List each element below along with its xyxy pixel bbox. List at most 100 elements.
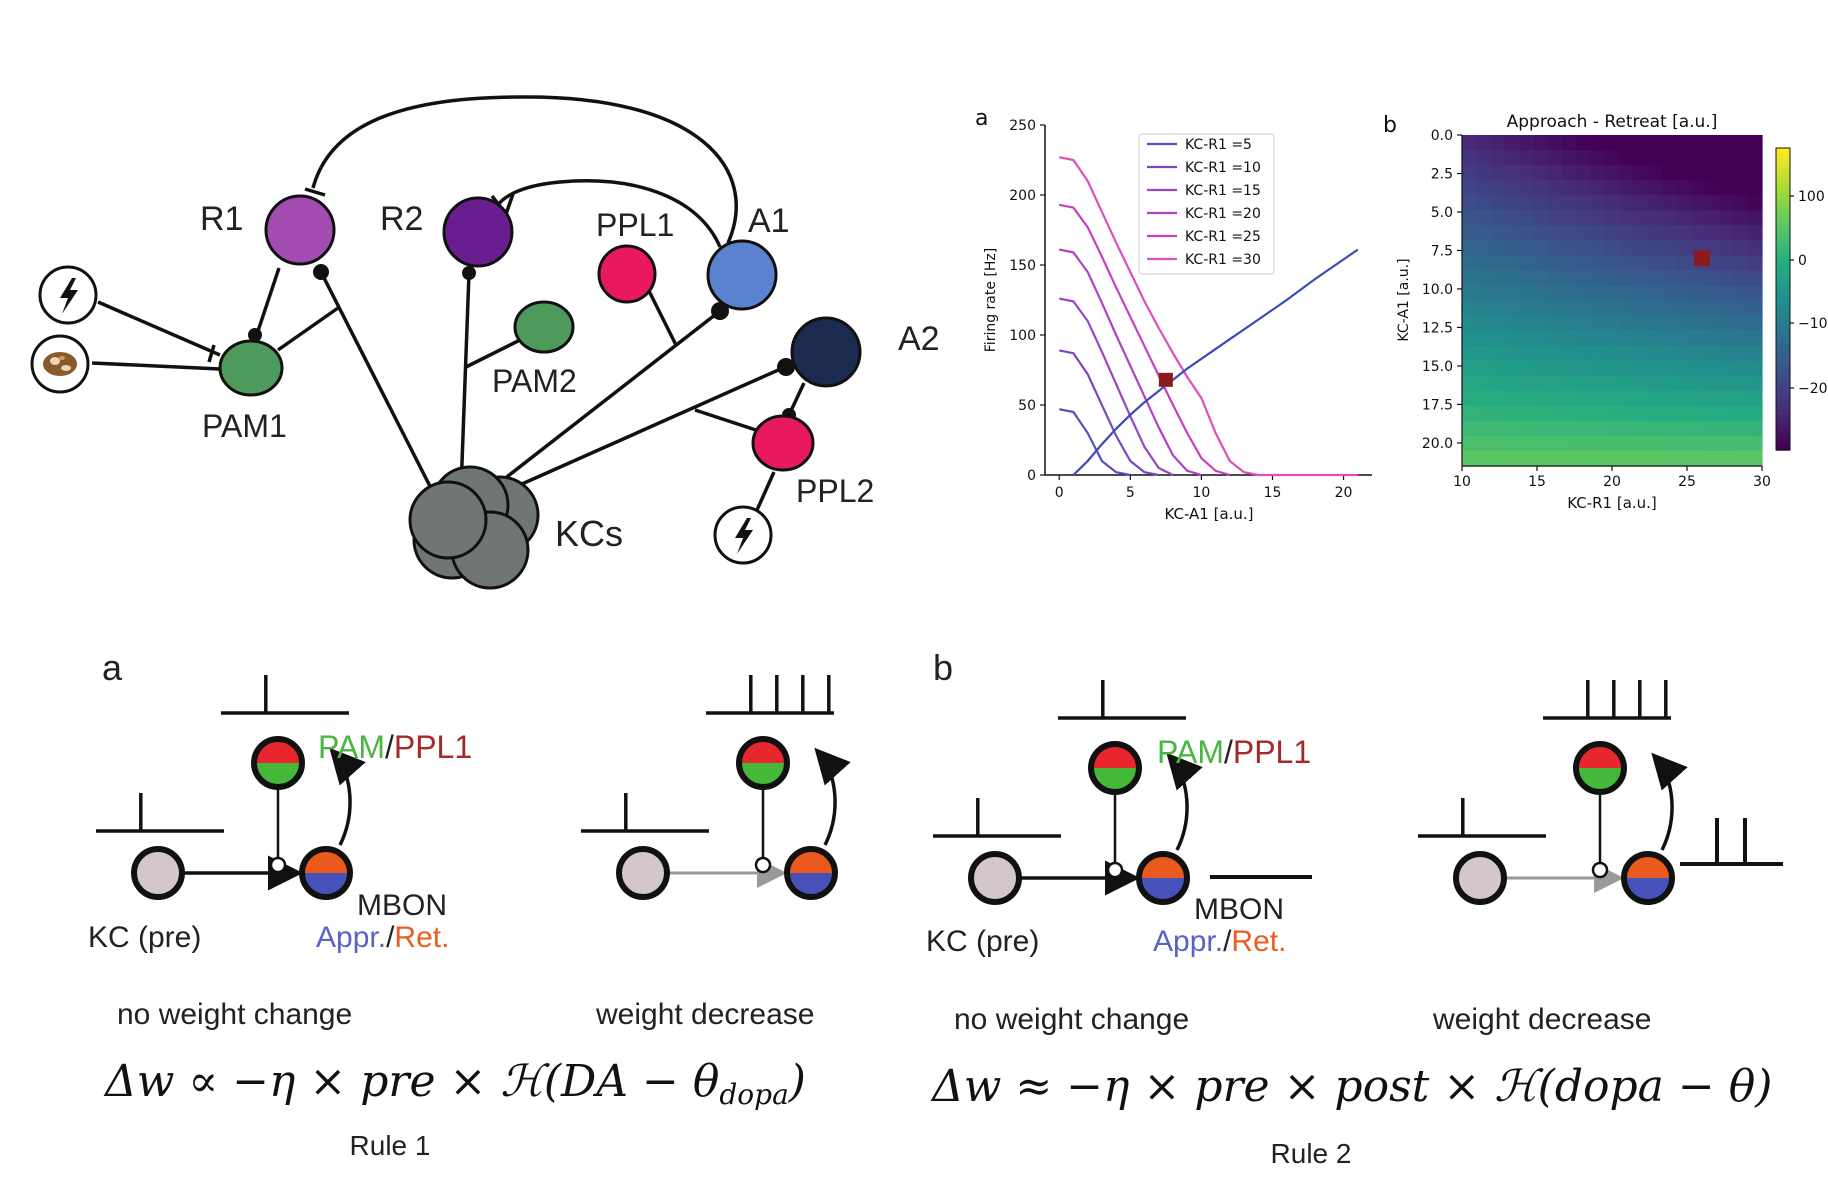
heatmap-cell: [1604, 420, 1620, 437]
line-chart-xlabel: KC-A1 [a.u.]: [1164, 505, 1253, 523]
heatmap-cell: [1619, 375, 1635, 392]
pam-text: PAM: [318, 729, 385, 765]
heatmap-cell: [1519, 270, 1535, 287]
feedback-arrow: [814, 747, 851, 846]
heatmap-cell: [1504, 405, 1520, 422]
heatmap-cell: [1476, 135, 1492, 151]
heatmap-cell: [1562, 180, 1577, 196]
heatmap-cell: [1576, 315, 1592, 332]
heatmap-cell: [1519, 285, 1535, 302]
heatmap-cell: [1633, 135, 1649, 151]
heatmap-cell: [1747, 405, 1763, 422]
heatmap-cell: [1519, 390, 1535, 407]
heatmap-cell: [1547, 255, 1563, 272]
heatmap-cell: [1704, 375, 1720, 392]
modulatory-terminal: [269, 856, 287, 874]
heatmap-cell: [1719, 240, 1735, 256]
heatmap-cell: [1547, 360, 1563, 377]
heatmap-cell: [1676, 360, 1692, 377]
heatmap-cell: [1690, 165, 1706, 181]
node-r1: [264, 194, 336, 266]
heatmap-cell: [1719, 300, 1735, 317]
line-chart-marker: [1158, 372, 1173, 387]
heatmap-cell: [1662, 135, 1677, 151]
heatmap-cell: [1490, 210, 1506, 226]
line-chart-series-2: [1058, 349, 1159, 477]
heatmap-cell: [1619, 420, 1635, 437]
heatmap-cell: [1519, 315, 1535, 332]
heatmap-cell: [1519, 150, 1535, 166]
heatmap-cell: [1533, 285, 1549, 302]
heatmap-cell: [1590, 135, 1606, 151]
heatmap-cell: [1633, 450, 1649, 467]
heatmap-cell: [1462, 360, 1477, 377]
heatmap-cell: [1562, 405, 1577, 422]
heatmap-cell: [1647, 360, 1663, 377]
heatmap-cell: [1604, 450, 1620, 467]
heatmap-cell: [1604, 330, 1620, 347]
heatmap-cell: [1490, 315, 1506, 332]
heatmap-cell: [1676, 270, 1692, 287]
heatmap-cell: [1676, 285, 1692, 302]
heatmap-cell: [1519, 255, 1535, 272]
heatmap-cell: [1733, 330, 1749, 347]
label-a2: A2: [898, 320, 940, 358]
heatmap-cell: [1647, 345, 1663, 362]
line-chart-series-7: [1072, 248, 1359, 476]
heatmap-cell: [1504, 165, 1520, 181]
heatmap-cell: [1719, 315, 1735, 332]
heatmap-cell: [1562, 240, 1577, 256]
heatmap-cell: [1490, 225, 1506, 241]
heatmap-cell: [1747, 195, 1763, 211]
heatmap-cell: [1533, 150, 1549, 166]
heatmap-cell: [1619, 240, 1635, 256]
heatmap-cell: [1619, 150, 1635, 166]
heatmap-cell: [1733, 180, 1749, 196]
heatmap-cell: [1733, 210, 1749, 226]
heatmap-cell: [1504, 375, 1520, 392]
heatmap-cell: [1476, 390, 1492, 407]
heatmap-cell: [1747, 390, 1763, 407]
ret-text: Ret.: [1231, 925, 1286, 958]
heatmap-cell: [1533, 330, 1549, 347]
ppl1-text: PPL1: [394, 729, 472, 765]
heatmap-cell: [1476, 255, 1492, 272]
heatmap-cell: [1704, 270, 1720, 287]
heatmap-cell: [1719, 180, 1735, 196]
heatmap-cell: [1576, 165, 1592, 181]
slash-text: /: [386, 921, 395, 954]
line-chart: a 0 50 100 150 200 250 0 5 10 15 20 Firing rate […: [975, 106, 1372, 523]
heatmap-cell: [1747, 300, 1763, 317]
heatmap-cell: [1619, 450, 1635, 467]
heatmap-cell: [1719, 270, 1735, 287]
heatmap-cell: [1476, 270, 1492, 287]
heatmap-xlabel: KC-R1 [a.u.]: [1567, 494, 1657, 512]
heatmap-cell: [1604, 390, 1620, 407]
heatmap-cell: [1562, 390, 1577, 407]
heatmap-cell: [1676, 315, 1692, 332]
heatmap-cell: [1576, 390, 1592, 407]
heatmap-cell: [1576, 255, 1592, 272]
heatmap-cell: [1504, 390, 1520, 407]
heatmap-cell: [1562, 435, 1577, 452]
heatmap-cell: [1547, 435, 1563, 452]
heatmap-cell: [1462, 450, 1477, 467]
heatmap-cell: [1504, 210, 1520, 226]
heatmap-cell: [1619, 270, 1635, 287]
heatmap-cell: [1576, 420, 1592, 437]
heatmap-cell: [1747, 270, 1763, 287]
heatmap-cell: [1619, 165, 1635, 181]
heatmap-cell: [1662, 255, 1677, 272]
heatmap-cell: [1504, 135, 1520, 151]
heatmap-colorbar: 100 0 −10 −20: [1775, 147, 1828, 451]
line-chart-ytick-label: 150: [1009, 258, 1036, 274]
heatmap-cell: [1462, 180, 1477, 196]
heatmap-cell: [1533, 375, 1549, 392]
line-chart-ytick-label: 250: [1009, 118, 1036, 134]
heatmap-cell: [1547, 405, 1563, 422]
heatmap-cell: [1704, 195, 1720, 211]
node-a2: [790, 316, 862, 388]
heatmap-cell: [1462, 285, 1477, 302]
